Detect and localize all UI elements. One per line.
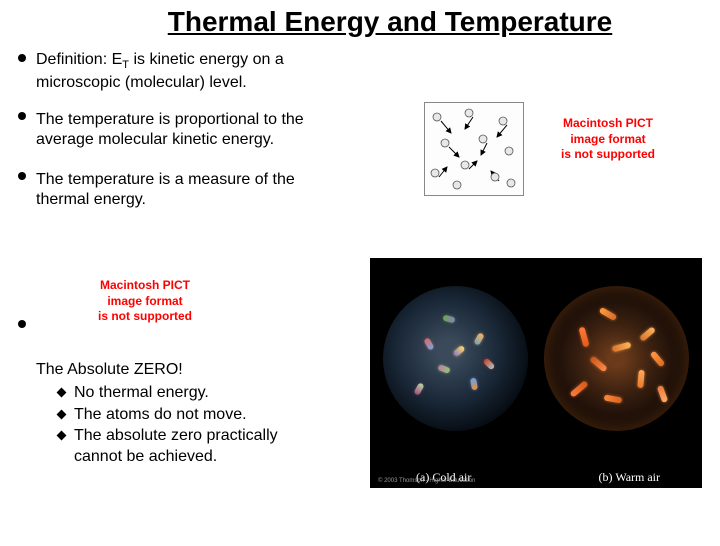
diamond-icon	[57, 409, 67, 419]
absolute-sublist: No thermal energy. The atoms do not move…	[58, 383, 326, 468]
diamond-icon	[57, 431, 67, 441]
pict2-l3: is not supported	[538, 147, 678, 163]
pict1-l1: Macintosh PICT	[80, 278, 210, 294]
b1-pre: Definition: E	[36, 51, 122, 68]
pict-placeholder-2: Macintosh PICT image format is not suppo…	[538, 116, 678, 163]
sub-text-2: The absolute zero practically cannot be …	[74, 427, 278, 465]
sub-item-2: The absolute zero practically cannot be …	[58, 426, 326, 468]
sub-item-1: The atoms do not move.	[58, 405, 326, 426]
slide-title: Thermal Energy and Temperature	[80, 6, 700, 38]
diamond-icon	[57, 387, 67, 397]
sub-text-1: The atoms do not move.	[74, 406, 247, 423]
pict1-l3: is not supported	[80, 309, 210, 325]
molecule-diagram	[424, 102, 524, 196]
bullet-dot-1	[18, 54, 26, 62]
warm-sphere	[544, 286, 689, 431]
cold-warm-figure: (a) Cold air (b) Warm air © 2003 Thomson…	[370, 258, 702, 488]
absolute-heading: The Absolute ZERO!	[36, 360, 326, 381]
cold-sphere	[383, 286, 528, 431]
bullet-1-text: Definition: ET is kinetic energy on a mi…	[36, 50, 346, 93]
caption-b: (b) Warm air	[599, 470, 660, 485]
pict1-l2: image format	[80, 294, 210, 310]
bullet-3-text: The temperature is a measure of the ther…	[36, 170, 346, 210]
bullet-dot-2	[18, 112, 26, 120]
bullet-dot-3	[18, 172, 26, 180]
warm-air-panel	[539, 268, 694, 453]
pict2-l1: Macintosh PICT	[538, 116, 678, 132]
figure-copyright: © 2003 Thomson - Higher Education	[378, 478, 475, 484]
sub-item-0: No thermal energy.	[58, 383, 326, 404]
cold-air-panel	[378, 268, 533, 453]
b1-sub: T	[122, 59, 129, 71]
sub-text-0: No thermal energy.	[74, 384, 209, 401]
bullet-dot-4	[18, 320, 26, 328]
bullet-2-text: The temperature is proportional to the a…	[36, 110, 346, 150]
absolute-zero-section: The Absolute ZERO! No thermal energy. Th…	[36, 360, 326, 469]
pict2-l2: image format	[538, 132, 678, 148]
pict-placeholder-1: Macintosh PICT image format is not suppo…	[80, 278, 210, 325]
